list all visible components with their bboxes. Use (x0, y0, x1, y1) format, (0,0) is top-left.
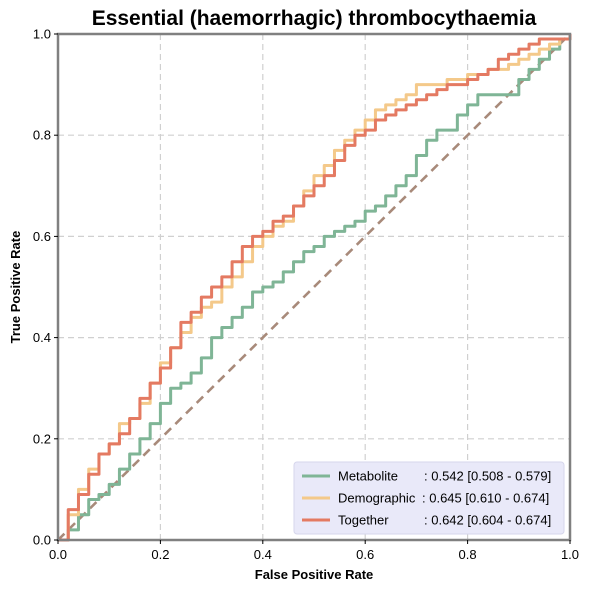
legend-entry-name: Demographic (338, 491, 416, 506)
series-line-metabolite (58, 34, 572, 542)
y-tick-label: 0.2 (33, 431, 51, 446)
series-line-together (58, 34, 572, 542)
x-axis-ticks: 0.0 0.2 0.4 0.6 0.8 1.0 (49, 540, 579, 562)
y-axis-ticks: 0.0 0.2 0.4 0.6 0.8 1.0 (33, 27, 58, 548)
x-tick-label: 0.0 (49, 547, 67, 562)
x-tick-label: 0.4 (254, 547, 272, 562)
x-tick-label: 0.6 (356, 547, 374, 562)
y-tick-label: 0.8 (33, 128, 51, 143)
chart-title: Essential (haemorrhagic) thrombocythaemi… (92, 7, 537, 30)
y-tick-label: 1.0 (33, 27, 51, 42)
x-tick-label: 0.2 (151, 547, 169, 562)
y-axis-label: True Positive Rate (8, 231, 23, 344)
roc-curves (58, 34, 572, 542)
legend-entry-name: Together (338, 513, 389, 528)
plot-frame (56, 32, 572, 542)
x-axis-label: False Positive Rate (255, 567, 374, 582)
legend-entry-name: Metabolite (338, 469, 398, 484)
legend-entry-auc: : 0.645 [0.610 - 0.674] (422, 491, 549, 506)
y-tick-label: 0.6 (33, 229, 51, 244)
y-tick-label: 0.4 (33, 330, 51, 345)
x-tick-label: 1.0 (561, 547, 579, 562)
y-tick-label: 0.0 (33, 533, 51, 548)
legend: Metabolite : 0.542 [0.508 - 0.579] Demogra… (293, 461, 565, 535)
legend-box (293, 461, 565, 535)
legend-entry-auc: : 0.642 [0.604 - 0.674] (424, 513, 551, 528)
legend-entry-auc: : 0.542 [0.508 - 0.579] (424, 469, 551, 484)
x-tick-label: 0.8 (459, 547, 477, 562)
